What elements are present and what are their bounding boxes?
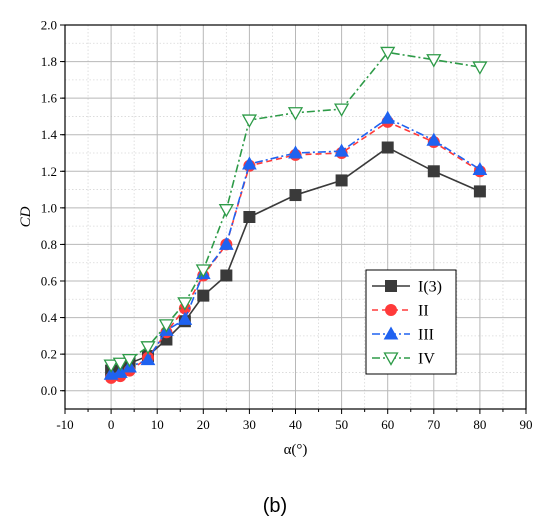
data-point [158,319,175,333]
data-point [220,269,233,282]
x-tick-label: 30 [243,417,256,432]
legend-label: III [418,327,434,344]
x-tick-label: 20 [197,417,210,432]
x-tick-label: 90 [520,417,533,432]
data-point [472,61,488,75]
data-point [218,236,234,250]
legend-box [365,269,457,375]
x-tick-label: 60 [381,417,394,432]
data-point [426,54,442,68]
data-point [241,114,258,128]
y-tick-label: 1.4 [41,127,58,142]
y-tick-label: 1.6 [41,91,58,106]
x-tick-label: -10 [56,417,73,432]
y-tick-label: 0.8 [41,237,57,252]
x-tick-label: 50 [335,417,348,432]
data-point [121,353,138,368]
data-point [427,165,440,178]
data-point [380,46,396,61]
data-point [333,103,350,117]
y-tick-label: 0.0 [41,383,57,398]
y-tick-label: 0.2 [41,347,57,362]
x-tick-label: 80 [473,417,486,432]
x-tick-label: 10 [151,417,164,432]
y-tick-label: 1.2 [41,164,57,179]
y-tick-label: 0.4 [41,310,58,325]
data-point [103,359,119,373]
data-point [289,189,302,202]
data-point [381,141,394,154]
data-point [287,107,304,121]
data-point [473,185,486,198]
legend-label: II [418,303,429,320]
figure-caption: (b) [262,495,288,517]
y-tick-label: 1.0 [41,200,57,215]
data-point [177,297,193,311]
series-3 [103,110,488,380]
x-tick-label: 0 [108,417,115,432]
series-4 [103,46,488,373]
series-layer [103,46,488,384]
y-tick-label: 2.0 [41,18,57,33]
legend-marker [385,304,397,316]
data-point [140,341,156,355]
data-point [177,311,193,325]
data-point [288,145,303,159]
legend-marker [383,352,399,366]
y-axis-title: CD [18,206,34,227]
data-point [197,289,210,302]
data-point [472,161,488,175]
data-point [335,174,348,187]
data-point [140,352,156,366]
data-point [242,156,257,170]
x-axis-title: α(°) [284,442,308,458]
x-tick-label: 40 [289,417,302,432]
data-point [334,143,349,157]
data-point [112,357,128,372]
data-point [380,110,396,124]
data-point [195,264,211,278]
data-point [243,211,256,223]
legend-marker [385,280,397,292]
data-point [218,204,234,218]
chart: -10 0 10 20 30 40 50 60 70 80 90 0.0 0.2 0.4 0.6 0.8 1.0… [18,18,533,459]
legend-label: IV [418,351,435,368]
axes: -10 0 10 20 30 40 50 60 70 80 90 0.0 0.2 0.4 0.6 0.8 1.0… [18,18,533,459]
data-point [426,132,442,146]
grid [65,24,526,410]
y-tick-label: 0.6 [41,274,58,289]
legend-marker [383,326,399,340]
legend-label: I(3) [418,279,442,296]
x-tick-label: 70 [427,417,440,432]
y-tick-label: 1.8 [41,54,57,69]
